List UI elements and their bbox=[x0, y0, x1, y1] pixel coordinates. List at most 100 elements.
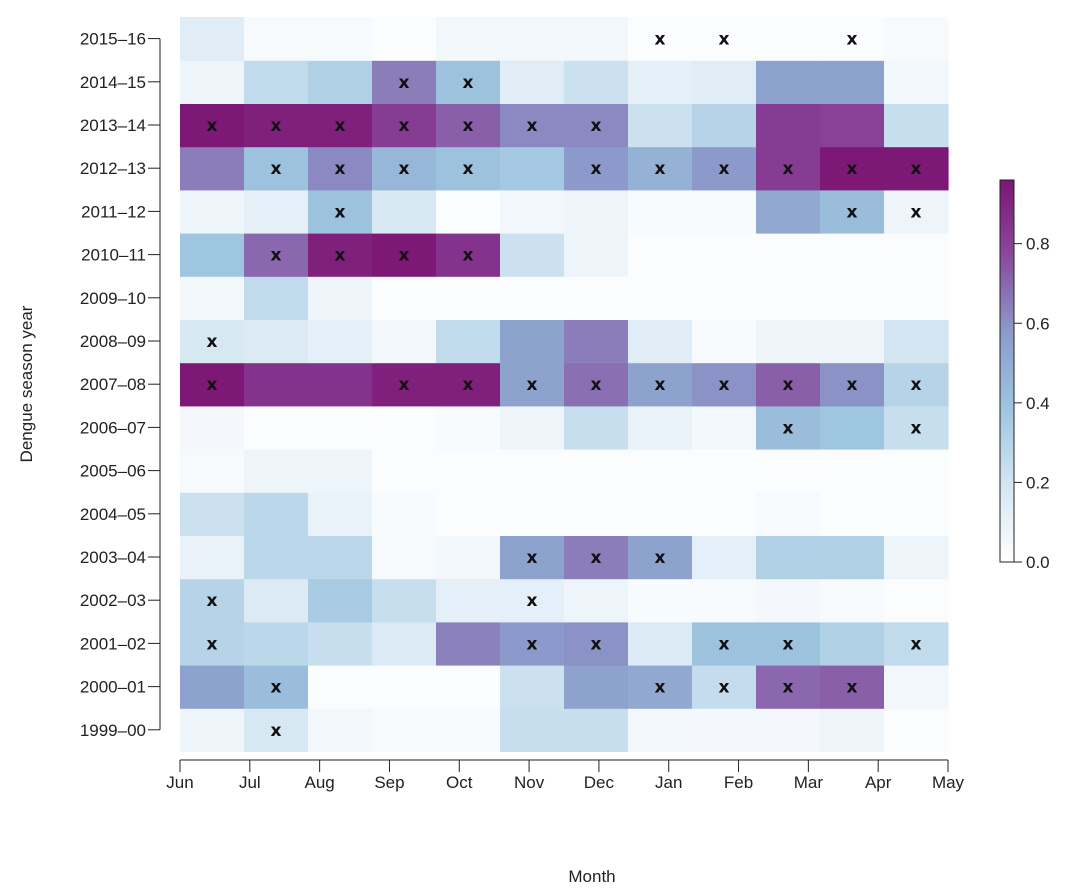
heatmap-cell bbox=[820, 60, 885, 104]
cell-marker: x bbox=[847, 202, 858, 222]
heatmap-cell bbox=[436, 233, 501, 277]
heatmap-cell bbox=[692, 146, 757, 191]
cell-marker: x bbox=[207, 634, 218, 654]
y-tick-label: 2007–08 bbox=[80, 375, 146, 394]
heatmap-cell bbox=[564, 621, 629, 666]
cell-marker: x bbox=[527, 634, 538, 654]
cell-marker: x bbox=[527, 375, 538, 395]
heatmap-cell bbox=[180, 17, 245, 61]
y-axis: 1999–00 2000–01 2001–02 2002–03 2003–04 2004–… bbox=[80, 30, 161, 740]
heatmap-cell bbox=[244, 449, 309, 493]
heatmap-cell bbox=[244, 319, 309, 364]
heatmap-cell bbox=[436, 578, 501, 623]
heatmap-cell bbox=[244, 578, 309, 623]
cell-marker: x bbox=[719, 634, 730, 654]
heatmap-cell bbox=[180, 535, 245, 580]
heatmap-cell bbox=[564, 405, 629, 450]
cell-marker: x bbox=[783, 678, 794, 698]
heatmap-cell bbox=[692, 621, 757, 666]
heatmap-cell bbox=[692, 449, 757, 493]
heatmap-cell bbox=[884, 578, 949, 623]
x-tick-label: Jul bbox=[239, 773, 261, 792]
heatmap-cell bbox=[820, 362, 885, 407]
y-tick-label: 2011–12 bbox=[81, 202, 146, 221]
heatmap-cell bbox=[180, 319, 245, 364]
heatmap-cell bbox=[692, 362, 757, 407]
heatmap-cell bbox=[372, 405, 437, 450]
cell-marker: x bbox=[911, 634, 922, 654]
x-tick-label: Nov bbox=[514, 773, 545, 792]
heatmap-cell bbox=[564, 60, 629, 104]
heatmap-cell bbox=[308, 17, 373, 61]
heatmap-cell bbox=[500, 103, 565, 148]
heatmap-cell bbox=[756, 492, 821, 536]
heatmap-cell bbox=[500, 665, 565, 709]
heatmap-cell bbox=[884, 319, 949, 364]
heatmap-cell bbox=[628, 276, 693, 320]
cell-marker: x bbox=[719, 30, 730, 50]
heatmap-cell bbox=[628, 535, 693, 580]
heatmap-cell bbox=[372, 189, 437, 234]
colorbar-ticks: 0.0 0.2 0.4 0.6 0.8 bbox=[1014, 235, 1050, 572]
cell-marker: x bbox=[847, 30, 858, 50]
cell-marker: x bbox=[335, 116, 346, 136]
heatmap-cell bbox=[756, 60, 821, 104]
heatmap-cell bbox=[436, 17, 501, 61]
heatmap-cell bbox=[500, 146, 565, 191]
cell-marker: x bbox=[271, 246, 282, 266]
heatmap-cell bbox=[628, 60, 693, 104]
cell-marker: x bbox=[847, 375, 858, 395]
colorbar-tick-label: 0.0 bbox=[1026, 553, 1050, 572]
heatmap-cell bbox=[244, 276, 309, 320]
heatmap-cell bbox=[564, 362, 629, 407]
cell-marker: x bbox=[399, 246, 410, 266]
heatmap-cell bbox=[372, 233, 437, 277]
y-tick-label: 2004–05 bbox=[80, 505, 146, 524]
heatmap-cell bbox=[884, 146, 949, 191]
y-tick-label: 2013–14 bbox=[80, 116, 146, 135]
heatmap-cell bbox=[372, 665, 437, 709]
cell-marker: x bbox=[335, 246, 346, 266]
x-tick-label: Jan bbox=[655, 773, 682, 792]
cell-marker: x bbox=[719, 678, 730, 698]
heatmap-cell bbox=[308, 665, 373, 709]
heatmap-cell bbox=[756, 535, 821, 580]
heatmap-cell bbox=[820, 146, 885, 191]
heatmap-cell bbox=[628, 103, 693, 148]
heatmap-cell bbox=[436, 362, 501, 407]
y-tick-label: 2003–04 bbox=[80, 548, 146, 567]
cell-marker: x bbox=[591, 159, 602, 179]
heatmap-cell bbox=[436, 319, 501, 364]
heatmap-cell bbox=[308, 535, 373, 580]
heatmap-cell bbox=[308, 362, 373, 407]
heatmap-cell bbox=[308, 449, 373, 493]
cell-marker: x bbox=[463, 375, 474, 395]
heatmap-cell bbox=[180, 708, 245, 752]
cell-marker: x bbox=[207, 332, 218, 352]
heatmap-cell bbox=[244, 103, 309, 148]
heatmap-cell bbox=[308, 276, 373, 320]
heatmap-cell bbox=[180, 362, 245, 407]
heatmap-cell bbox=[628, 578, 693, 623]
heatmap-cell bbox=[756, 319, 821, 364]
heatmap-cell bbox=[372, 60, 437, 104]
heatmap-cell bbox=[500, 276, 565, 320]
heatmap-cell bbox=[436, 535, 501, 580]
heatmap-cell bbox=[820, 621, 885, 666]
cell-marker: x bbox=[783, 634, 794, 654]
y-tick-label: 2000–01 bbox=[80, 678, 146, 697]
x-tick-label: Sep bbox=[374, 773, 404, 792]
heatmap-cell bbox=[372, 708, 437, 752]
heatmap-cell bbox=[692, 665, 757, 709]
heatmap-cell bbox=[756, 146, 821, 191]
heatmap-cell bbox=[436, 492, 501, 536]
heatmap-cells bbox=[180, 17, 949, 752]
heatmap-cell bbox=[628, 449, 693, 493]
heatmap-cell bbox=[820, 17, 885, 61]
heatmap-cell bbox=[564, 17, 629, 61]
heatmap-cell bbox=[244, 621, 309, 666]
x-tick-label: Dec bbox=[584, 773, 615, 792]
heatmap-cell bbox=[180, 146, 245, 191]
heatmap-cell bbox=[884, 233, 949, 277]
heatmap-cell bbox=[372, 578, 437, 623]
